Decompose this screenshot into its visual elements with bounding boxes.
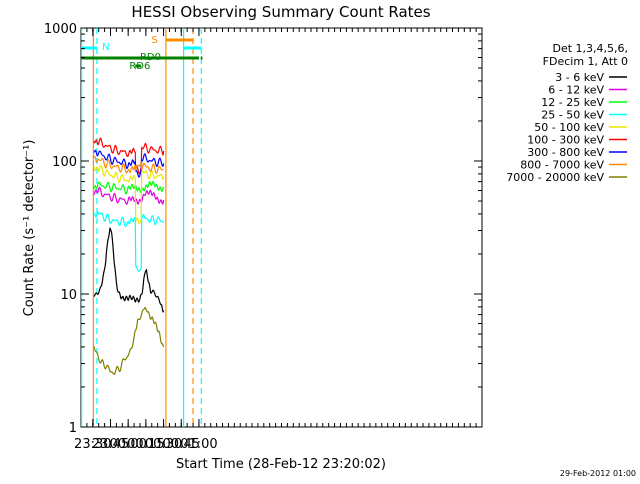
series-line-6 [93, 137, 165, 175]
x-axis-label: Start Time (28-Feb-12 23:20:02) [176, 457, 386, 472]
legend: Det 1,3,4,5,6,FDecim 1, Att 0 3 - 6 keV6 … [506, 42, 628, 184]
legend-header-2: FDecim 1, Att 0 [543, 55, 628, 68]
legend-header-1: Det 1,3,4,5,6, [552, 42, 628, 55]
y-tick-label-1: 1 [69, 421, 77, 436]
x-tick-label-6: 00:45 [163, 437, 200, 452]
status-bar-label-5: RD0 [140, 52, 161, 63]
x-tick-label-2: 23:45 [92, 437, 129, 452]
legend-label-6: 100 - 300 keV [527, 134, 604, 147]
y-axis-label: Count Rate (s⁻¹ detector⁻¹) [22, 140, 37, 317]
status-bar-label-1: N [102, 42, 109, 53]
legend-label-8: 800 - 7000 keV [520, 159, 604, 172]
x-tick-label-1: 23:30 [74, 437, 111, 452]
y-tick-label-2: 10 [60, 288, 77, 303]
series-line-1 [93, 227, 165, 313]
legend-label-9: 7000 - 20000 keV [506, 171, 604, 184]
status-bar-label-2: S [151, 35, 157, 46]
x-tick-label-7: 01:00 [180, 437, 217, 452]
legend-label-5: 50 - 100 keV [534, 121, 604, 134]
series-line-9 [93, 306, 165, 376]
series-line-5 [93, 164, 165, 225]
vertical-markers [80, 28, 202, 427]
series-line-3 [93, 180, 165, 195]
chart-title: HESSI Observing Summary Count Rates [131, 3, 430, 21]
legend-label-1: 3 - 6 keV [555, 71, 604, 84]
series-line-7 [93, 149, 165, 178]
legend-label-3: 12 - 25 keV [541, 96, 604, 109]
series-line-4 [93, 211, 165, 272]
axes: 1 10 100 1000 23:3023:4500:0000:1500:3000:45… [44, 22, 482, 452]
legend-label-4: 25 - 50 keV [541, 109, 604, 122]
x-tick-label-3: 00:00 [109, 437, 146, 452]
legend-label-7: 300 - 800 keV [527, 146, 604, 159]
status-bar-label-4: RD6 [129, 61, 150, 72]
series-line-2 [93, 186, 165, 205]
series-line-8 [93, 156, 164, 175]
legend-label-2: 6 - 12 keV [548, 84, 604, 97]
y-tick-label-3: 100 [52, 155, 77, 170]
y-tick-label-4: 1000 [44, 22, 77, 37]
series-lines [93, 137, 165, 376]
footer-timestamp: 29-Feb-2012 01:00 [560, 469, 636, 478]
x-tick-label-5: 00:30 [145, 437, 182, 452]
x-tick-label-4: 00:15 [127, 437, 164, 452]
